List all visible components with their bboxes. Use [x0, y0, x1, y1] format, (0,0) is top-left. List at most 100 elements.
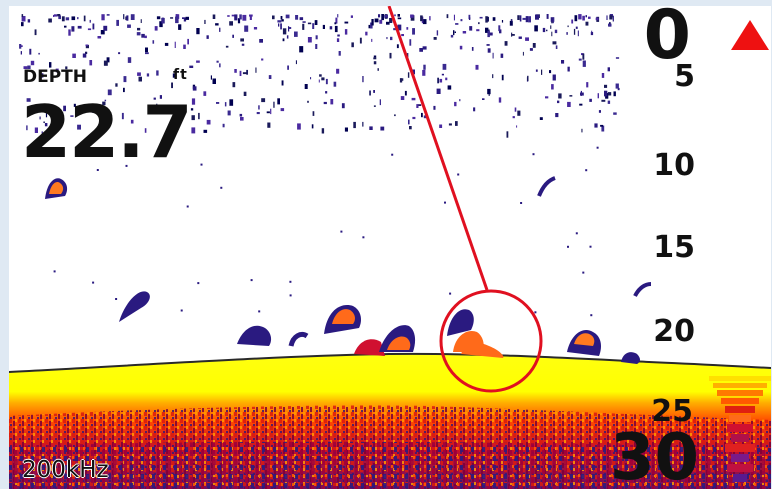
clutter-speck: [591, 30, 593, 33]
clutter-speck: [373, 105, 376, 107]
clutter-speck: [389, 52, 392, 59]
clutter-speck: [455, 23, 459, 25]
clutter-speck: [34, 29, 37, 36]
clutter-speck: [156, 16, 161, 20]
clutter-speck: [597, 93, 599, 99]
clutter-speck: [249, 14, 253, 17]
clutter-speck: [473, 107, 476, 112]
clutter-speck: [566, 32, 568, 35]
clutter-speck: [231, 14, 236, 17]
clutter-speck: [106, 57, 110, 63]
clutter-speck: [259, 39, 263, 43]
clutter-speck: [412, 69, 415, 75]
clutter-speck: [123, 14, 125, 20]
clutter-speck: [613, 91, 616, 97]
clutter-speck: [27, 65, 31, 69]
clutter-speck: [319, 74, 322, 77]
clutter-speck: [307, 100, 309, 103]
clutter-speck: [552, 74, 556, 81]
clutter-speck: [578, 14, 582, 20]
clutter-speck: [606, 15, 608, 20]
clutter-speck: [468, 14, 471, 20]
clutter-speck: [106, 14, 110, 16]
clutter-speck: [123, 76, 127, 83]
clutter-speck: [164, 42, 169, 46]
clutter-speck: [325, 78, 328, 85]
clutter-speck: [287, 65, 289, 70]
clutter-speck: [433, 37, 437, 40]
clutter-speck: [418, 104, 422, 106]
clutter-speck: [302, 23, 305, 30]
clutter-speck: [312, 111, 315, 116]
clutter-speck: [441, 73, 444, 76]
clutter-speck: [439, 78, 443, 83]
clutter-speck: [27, 19, 31, 23]
clutter-speck: [423, 64, 426, 70]
clutter-speck: [580, 90, 582, 96]
fish-arch: [288, 331, 309, 347]
clutter-speck: [607, 67, 610, 72]
clutter-speck: [229, 21, 233, 26]
clutter-speck: [373, 55, 377, 58]
clutter-speck: [48, 18, 52, 23]
highlight-callout: [387, 6, 543, 393]
clutter-speck: [285, 14, 290, 19]
clutter-speck: [450, 34, 454, 38]
clutter-speck: [77, 25, 82, 29]
clutter-speck: [561, 60, 565, 64]
clutter-speck: [21, 14, 24, 17]
clutter-speck: [471, 47, 474, 51]
clutter-speck: [519, 15, 522, 22]
clutter-speck: [107, 89, 112, 96]
clutter-speck: [192, 86, 197, 91]
clutter-speck: [344, 127, 348, 132]
clutter-speck: [573, 28, 576, 35]
clutter-speck: [607, 92, 612, 96]
red-triangle-icon[interactable]: [731, 20, 769, 50]
sonar-chart[interactable]: [9, 6, 771, 489]
clutter-speck: [504, 41, 508, 46]
clutter-speck: [334, 25, 338, 33]
clutter-speck: [534, 25, 538, 32]
sonar-screen[interactable]: DEPTH ft 22.7 200kHz 0 5 10 15 20 25 30: [9, 6, 771, 489]
clutter-speck: [288, 27, 292, 29]
clutter-speck: [30, 60, 35, 66]
clutter-speck: [429, 16, 431, 21]
clutter-speck: [102, 101, 106, 106]
clutter-speck: [322, 24, 325, 29]
clutter-speck: [288, 26, 290, 32]
clutter-speck: [222, 123, 225, 128]
clutter-speck: [115, 298, 118, 300]
clutter-speck: [551, 31, 553, 37]
clutter-speck: [55, 68, 59, 73]
clutter-speck: [45, 113, 48, 118]
clutter-speck: [485, 27, 489, 33]
clutter-speck: [156, 70, 159, 76]
clutter-speck: [501, 74, 504, 81]
clutter-speck: [183, 44, 186, 49]
clutter-speck: [411, 97, 416, 101]
clutter-speck: [448, 123, 452, 126]
clutter-speck: [239, 70, 242, 76]
clutter-speck: [546, 14, 549, 19]
clutter-speck: [459, 45, 463, 50]
clutter-speck: [500, 53, 504, 58]
clutter-speck: [590, 32, 594, 36]
clutter-speck: [444, 201, 446, 204]
clutter-speck: [19, 44, 22, 49]
clutter-speck: [243, 91, 247, 96]
clutter-speck: [282, 38, 285, 42]
clutter-speck: [492, 52, 494, 59]
frequency-label[interactable]: 200kHz: [22, 457, 109, 483]
clutter-speck: [449, 292, 452, 295]
clutter-speck: [457, 173, 460, 176]
clutter-speck: [396, 44, 399, 49]
clutter-speck: [359, 37, 362, 44]
clutter-speck: [295, 60, 297, 65]
clutter-speck: [601, 73, 605, 78]
clutter-speck: [582, 60, 586, 67]
clutter-speck: [145, 52, 149, 55]
clutter-speck: [200, 163, 203, 166]
clutter-speck: [412, 28, 415, 35]
clutter-speck: [73, 103, 76, 107]
